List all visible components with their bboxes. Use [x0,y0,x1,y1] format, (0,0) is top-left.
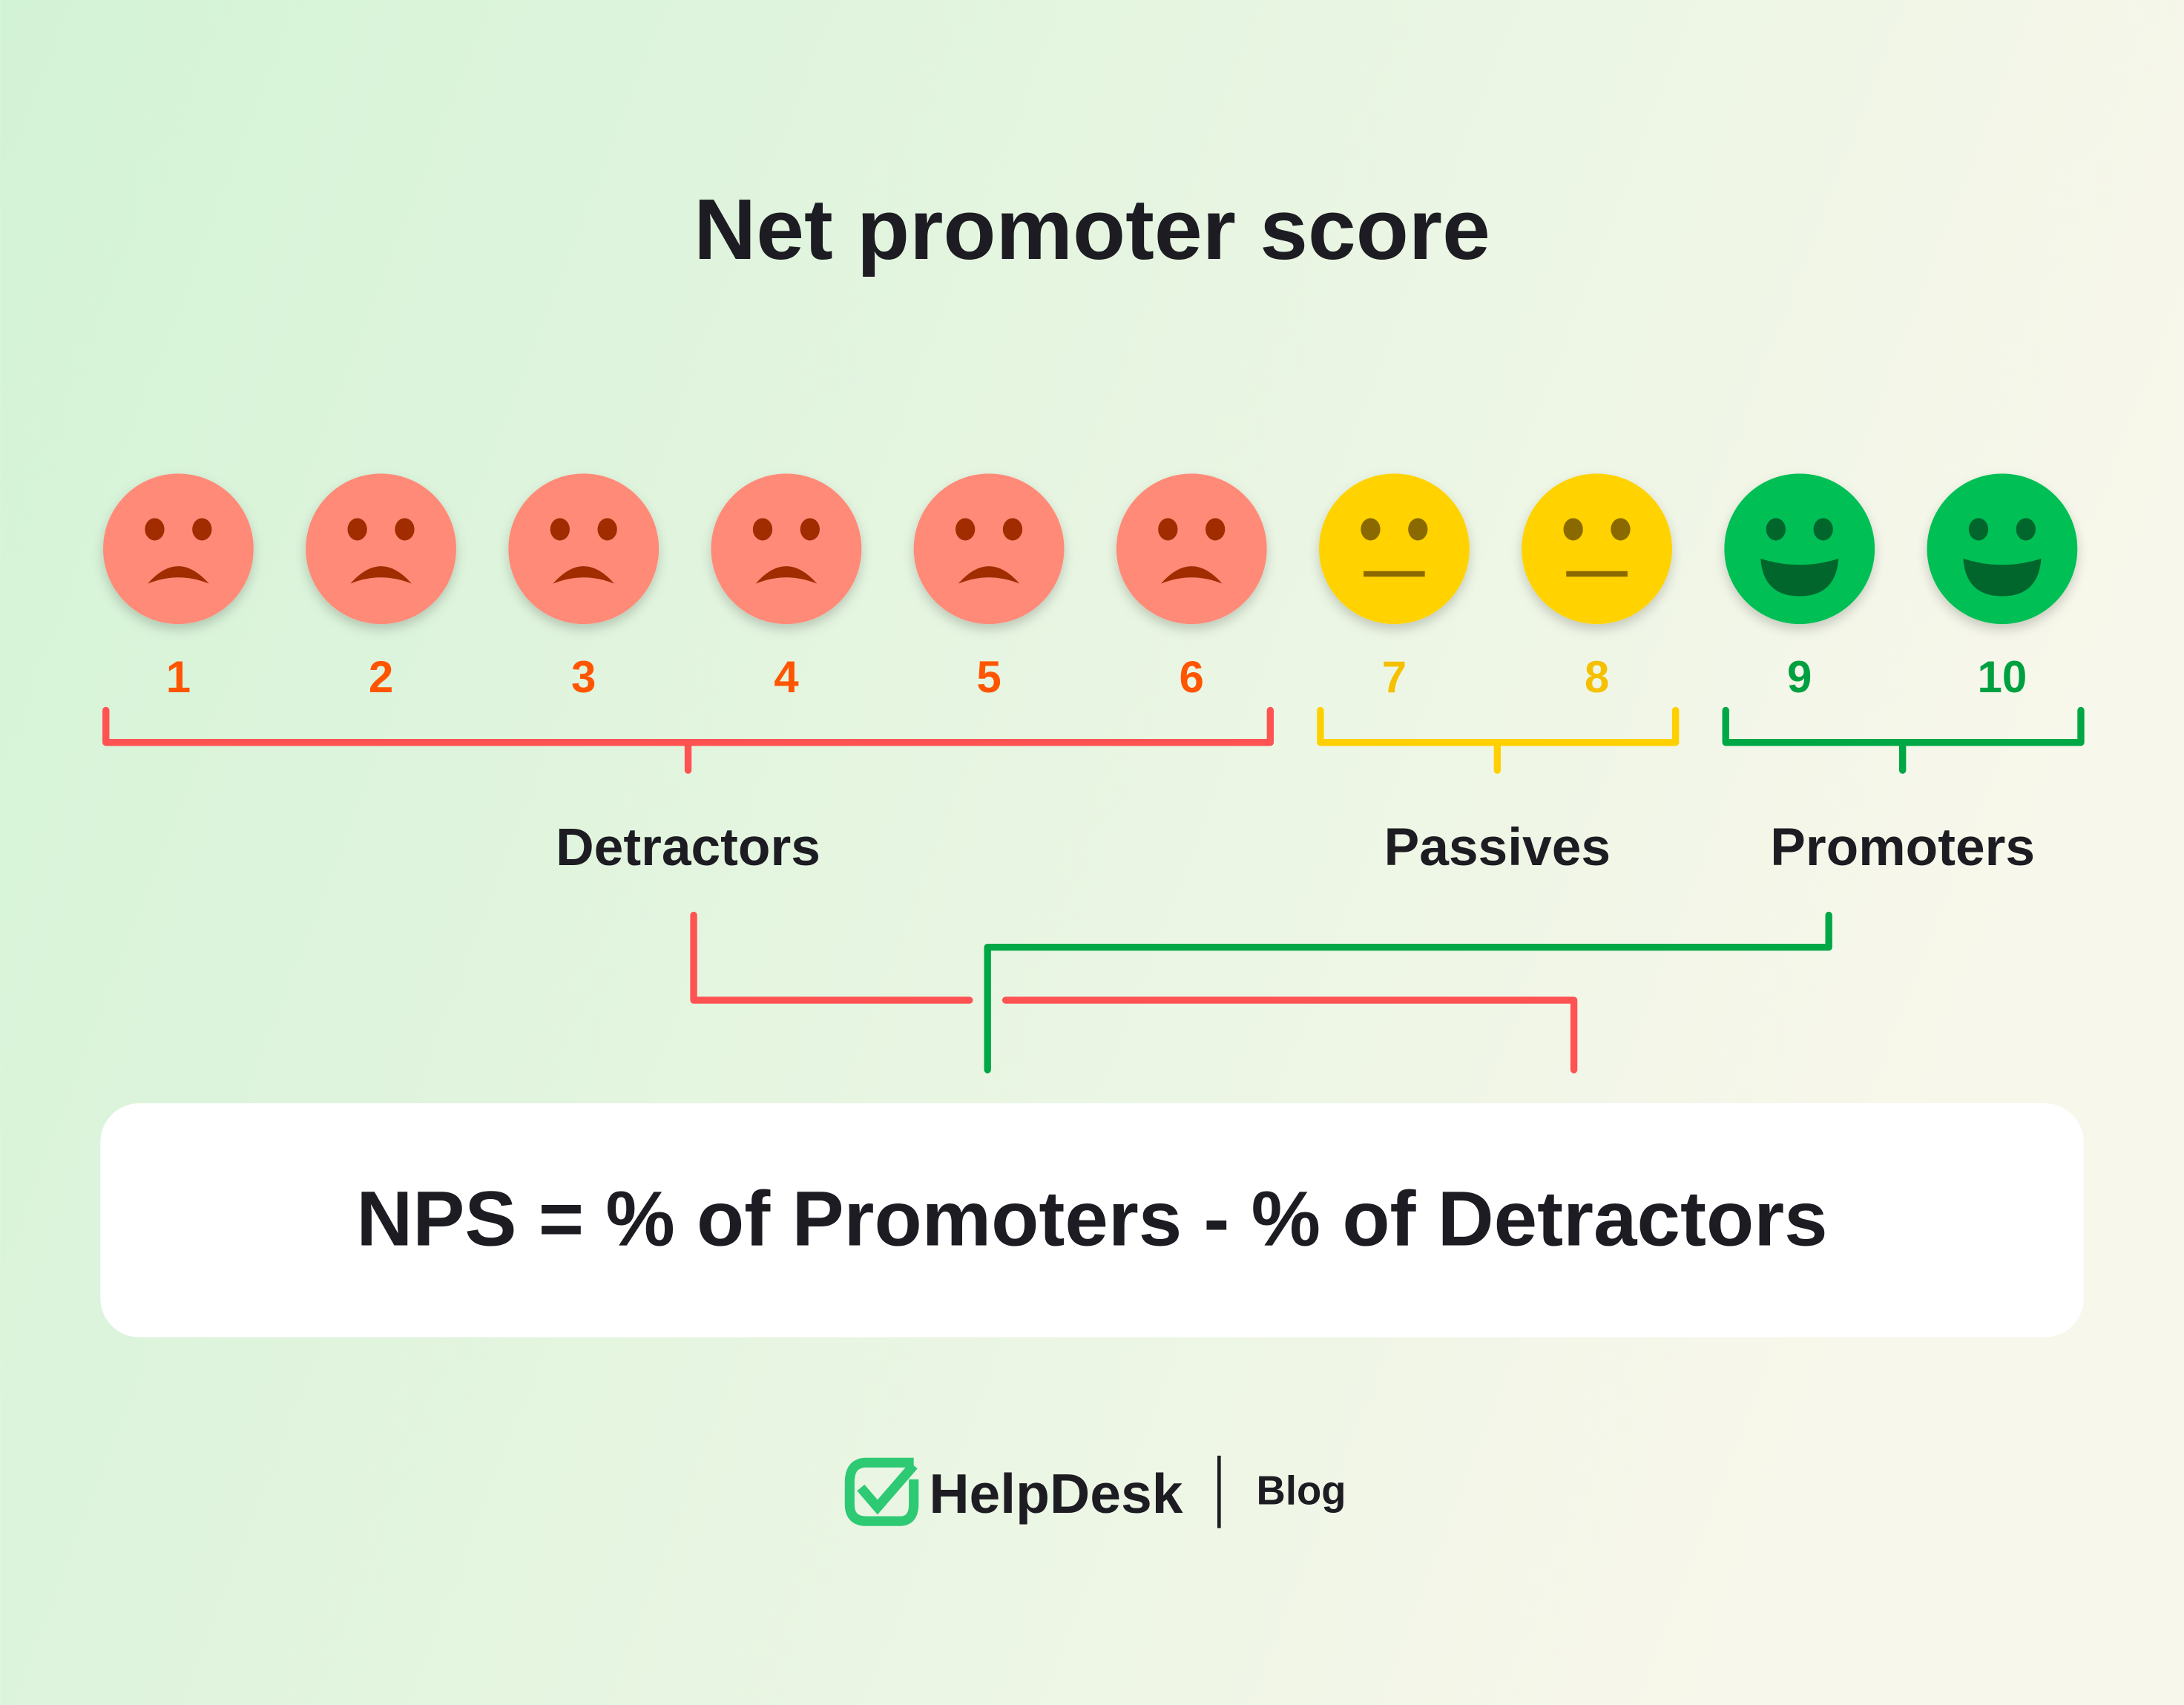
eye-left [1361,518,1381,541]
eye-right [1408,518,1428,541]
eye-left [347,518,367,541]
face-sad-3: 3 [508,473,660,702]
mouth [1364,571,1425,577]
mouth [148,566,209,584]
eye-left [145,518,165,541]
helpdesk-logo: HelpDesk Blog [844,1455,1346,1528]
score-number: 9 [1787,652,1812,702]
detractors-label: Detractors [556,818,820,877]
eye-left [1766,518,1786,541]
mouth [1760,558,1839,597]
face-sad-4: 4 [711,473,862,702]
mouth [1566,571,1628,577]
promoters-label: Promoters [1770,818,2035,877]
face-neutral-8: 8 [1522,473,1672,702]
score-number: 1 [166,652,191,702]
logo-divider [1217,1455,1221,1528]
eye-left [550,518,570,541]
eye-left [752,518,773,541]
score-number: 5 [976,652,1001,702]
face-neutral-7: 7 [1319,473,1470,702]
mouth [553,566,615,584]
mouth [958,566,1020,584]
face-circle [508,473,660,625]
score-number: 2 [369,652,393,702]
mouth [1160,566,1223,584]
brand-name: HelpDesk [929,1462,1183,1525]
face-circle [913,473,1065,625]
eye-right [192,518,212,541]
eye-left [956,518,976,541]
promoters-connector [984,911,1832,1074]
score-number: 6 [1180,652,1204,702]
rating-scale: 1 2 3 4 5 6 7 8 9 10 [103,473,2078,702]
face-circle [1927,473,2078,625]
face-circle [103,473,254,625]
page-title: Net promoter score [694,181,1490,277]
face-circle [1724,473,1875,625]
check-icon [844,1457,919,1526]
eye-left [1158,518,1178,541]
face-sad-6: 6 [1116,473,1267,702]
eye-right [597,518,617,541]
mouth [755,566,818,584]
blog-label: Blog [1257,1468,1346,1514]
face-happy-10: 10 [1927,473,2078,702]
eye-left [1563,518,1583,541]
score-number: 10 [1978,652,2027,702]
score-number: 7 [1382,652,1407,702]
eye-right [395,518,415,541]
eye-right [2016,518,2036,541]
face-circle [306,473,456,625]
score-number: 3 [571,652,596,702]
detractors-connector [690,911,1578,1074]
formula-box [100,1103,2084,1338]
eye-right [800,518,820,541]
eye-right [1206,518,1226,541]
face-sad-1: 1 [103,473,254,702]
eye-right [1002,518,1023,541]
eye-left [1968,518,1989,541]
face-circle [1522,473,1672,625]
mouth [350,566,412,584]
eye-right [1611,518,1631,541]
passives-bracket [1317,706,1680,774]
face-circle [1116,473,1267,625]
mouth [1963,558,2042,597]
formula-text: NPS = % of Promoters - % of Detractors [356,1175,1827,1262]
detractors-bracket [102,706,1274,774]
face-sad-2: 2 [306,473,456,702]
promoters-bracket [1722,706,2085,774]
passives-label: Passives [1384,818,1611,877]
face-circle [711,473,862,625]
face-happy-9: 9 [1724,473,1875,702]
eye-right [1813,518,1833,541]
score-number: 4 [774,652,799,702]
face-circle [1319,473,1470,625]
score-number: 8 [1585,652,1609,702]
face-sad-5: 5 [913,473,1065,702]
